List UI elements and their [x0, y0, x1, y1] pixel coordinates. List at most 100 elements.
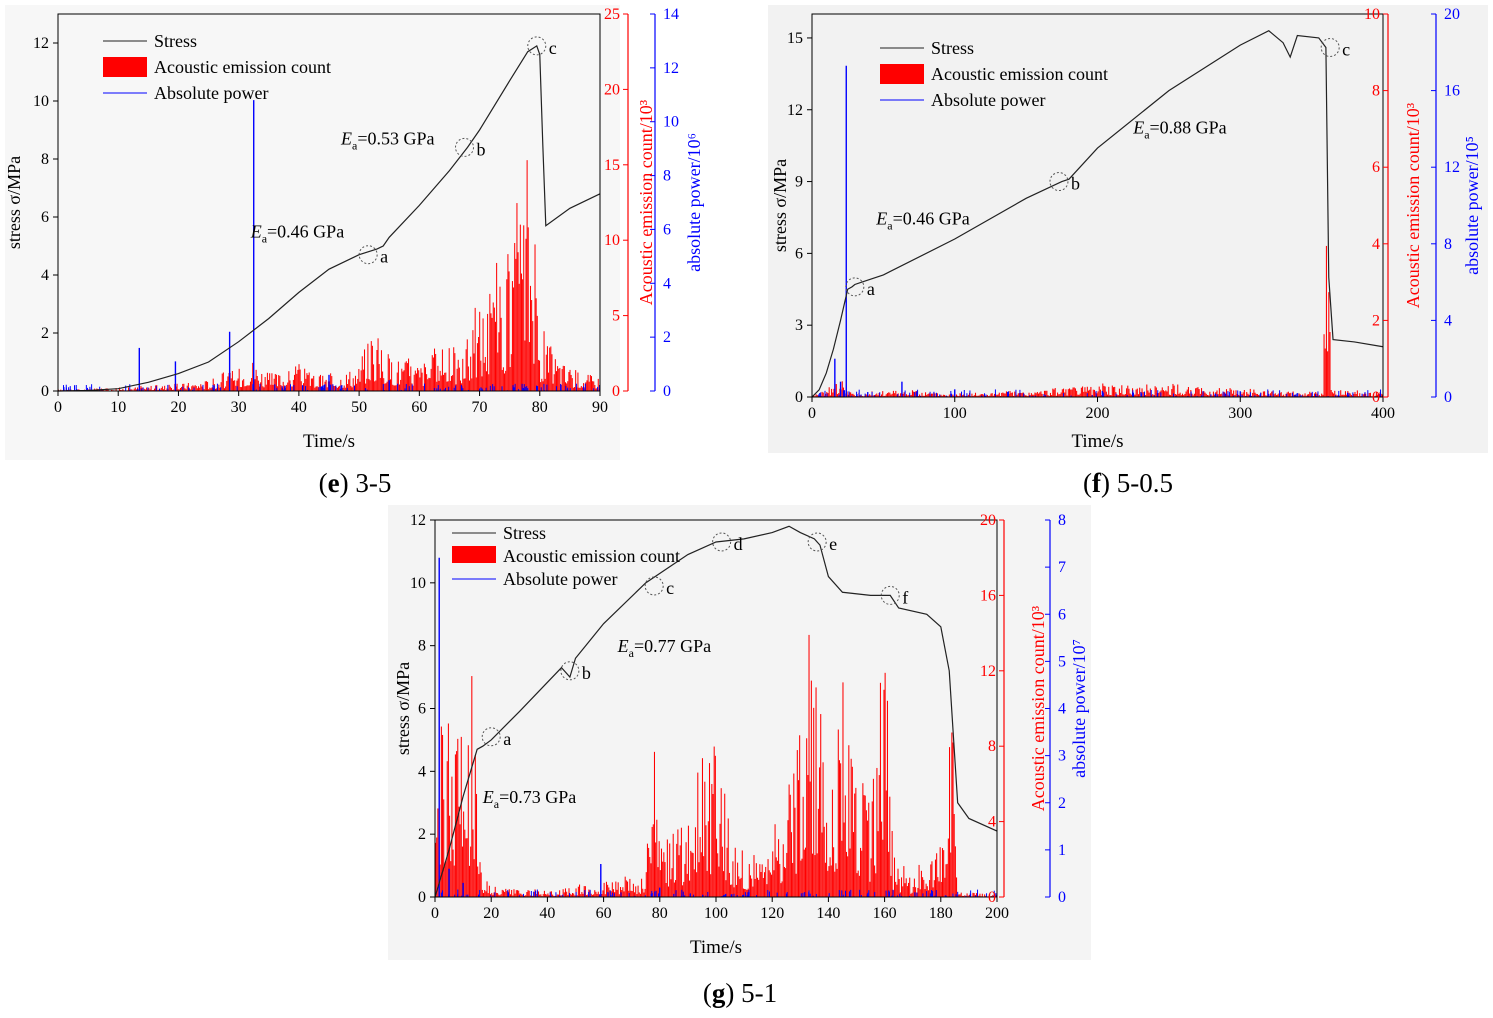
ae-bar — [273, 378, 275, 391]
ae-bar — [869, 394, 871, 397]
y3-tick-label: 2 — [663, 329, 671, 346]
ae-bar — [437, 808, 439, 897]
ae-bar — [107, 389, 109, 391]
ae-bar — [231, 371, 233, 391]
ae-bar — [864, 795, 866, 897]
y2-axis-label: Acoustic emission count/10³ — [1403, 102, 1423, 308]
ae-bar — [845, 851, 848, 897]
ae-bar — [365, 383, 367, 391]
ae-bar — [896, 884, 898, 897]
ae-bar — [816, 853, 818, 897]
ae-bar — [1334, 390, 1336, 397]
ae-bar — [1281, 395, 1283, 397]
ae-bar — [314, 387, 316, 391]
ae-bar — [153, 388, 155, 391]
ae-bar — [1134, 394, 1136, 397]
ae-bar — [474, 755, 476, 897]
annotation-label-c: c — [1342, 40, 1350, 60]
y2-tick-label: 12 — [980, 663, 996, 680]
ae-bar — [1176, 394, 1178, 397]
ae-bar — [380, 350, 382, 391]
modulus-value: =0.53 GPa — [357, 129, 434, 149]
ae-bar — [497, 893, 499, 897]
annotation-label-b: b — [1071, 174, 1080, 194]
ae-bar — [975, 893, 977, 897]
ae-bar — [1104, 386, 1106, 397]
ae-bar — [1146, 384, 1148, 397]
ae-bar — [532, 321, 534, 391]
ae-bar — [557, 894, 559, 897]
ae-bar — [762, 877, 764, 897]
ae-bar — [899, 892, 901, 897]
ae-bar — [1135, 389, 1137, 397]
ae-bar — [705, 825, 707, 897]
ae-bar — [1090, 386, 1092, 397]
ae-bar — [518, 890, 520, 897]
ae-bar — [781, 881, 783, 897]
ae-bar — [384, 383, 386, 391]
y-tick-label: 12 — [787, 102, 803, 119]
ae-bar — [808, 634, 810, 897]
ae-bar — [1036, 391, 1038, 397]
modulus-subscript: a — [1144, 128, 1150, 142]
ae-bar — [878, 393, 880, 397]
ae-bar — [832, 392, 834, 397]
ae-bar — [133, 388, 135, 391]
ae-bar — [760, 872, 762, 897]
ae-bar — [505, 888, 507, 897]
ae-bar — [168, 384, 170, 391]
ae-bar — [497, 352, 499, 391]
ae-bar — [1310, 393, 1312, 397]
ae-bar — [326, 387, 328, 391]
ae-bar — [569, 369, 571, 391]
ae-bar — [886, 393, 889, 397]
ae-bar — [476, 343, 478, 391]
ae-bar — [1042, 395, 1044, 397]
ae-bar — [396, 372, 398, 391]
x-tick-label: 200 — [985, 905, 1009, 922]
ae-bar — [258, 386, 261, 391]
ae-bar — [490, 313, 492, 391]
ae-bar — [581, 387, 583, 391]
ae-bar — [1236, 393, 1238, 397]
ae-bar — [176, 383, 178, 391]
ae-bar — [1200, 388, 1203, 397]
ae-bar — [946, 395, 948, 397]
ae-bar — [819, 767, 821, 897]
ae-bar — [347, 383, 349, 391]
ae-bar — [833, 388, 835, 397]
ae-bar — [369, 380, 371, 391]
x-axis-label: Time/s — [303, 431, 355, 452]
ae-bar — [1047, 395, 1049, 397]
ae-bar — [1141, 388, 1143, 397]
ae-bar — [184, 388, 186, 391]
ae-bar — [1342, 394, 1344, 397]
ae-bar — [373, 364, 375, 391]
ae-bar — [828, 387, 830, 397]
ae-bar — [1180, 395, 1182, 397]
ae-bar — [201, 386, 203, 391]
y-tick-label: 12 — [33, 35, 49, 52]
ae-bar — [1355, 394, 1357, 397]
ae-bar — [764, 872, 766, 897]
ae-bar — [252, 362, 254, 391]
ae-bar — [1277, 394, 1279, 397]
ae-bar — [118, 387, 120, 391]
ae-bar — [523, 895, 526, 897]
ae-bar — [831, 789, 833, 897]
ae-bar — [488, 374, 490, 391]
ae-bar — [593, 894, 595, 897]
ae-bar — [886, 700, 888, 897]
y2-tick-label: 0 — [1372, 389, 1380, 406]
ae-bar — [1204, 392, 1206, 397]
ae-bar — [317, 387, 319, 391]
ae-bar — [588, 381, 590, 391]
ae-bar — [972, 892, 974, 897]
y-tick-label: 15 — [787, 30, 803, 47]
x-tick-label: 20 — [483, 905, 499, 922]
panel-g-label: 5-1 — [741, 978, 777, 1008]
x-tick-label: 10 — [110, 399, 126, 416]
ae-bar — [266, 372, 268, 391]
ae-bar — [1082, 386, 1084, 397]
ae-bar — [700, 852, 702, 897]
